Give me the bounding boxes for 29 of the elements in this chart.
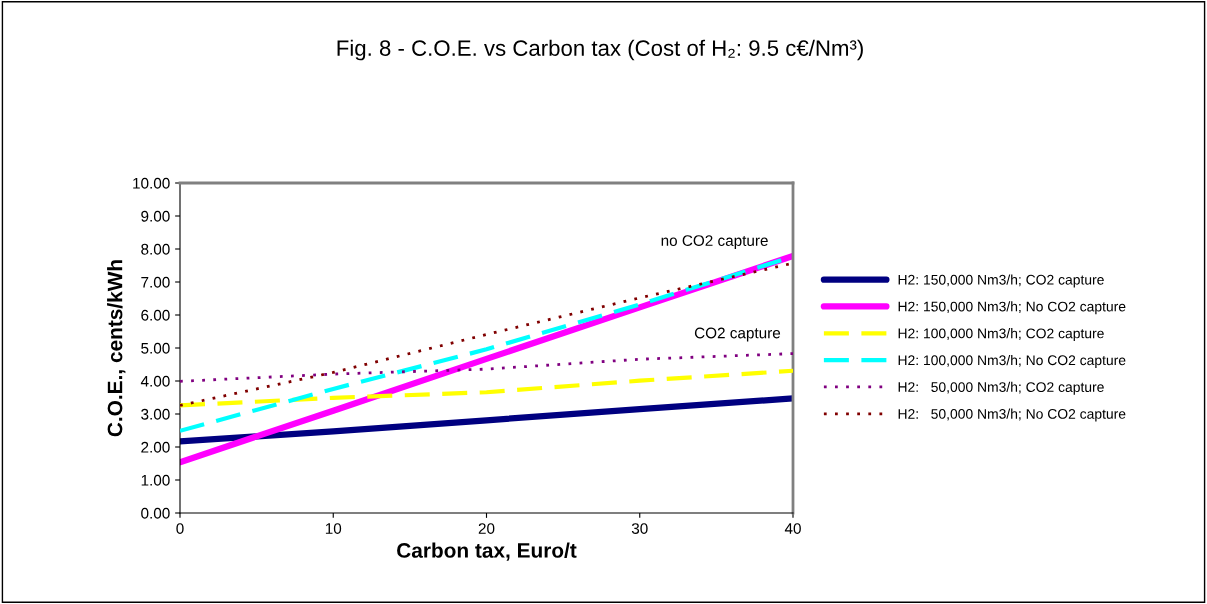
x-tick-label: 0: [176, 523, 184, 534]
x-tick-label: 10: [325, 523, 342, 534]
y-tick-label: 7.00: [141, 276, 170, 288]
y-tick-label: 1.00: [141, 474, 170, 486]
chart-title: Fig. 8 - C.O.E. vs Carbon tax (Cost of H₂: 9.5 c€/Nm³): [337, 39, 863, 61]
y-tick-label: 5.00: [141, 342, 170, 354]
x-tick-label: 30: [631, 523, 648, 534]
legend-label: H2: 50,000 Nm3/h; CO2 capture: [898, 381, 1104, 395]
y-axis-title: C.O.E., cents/kWh: [107, 260, 126, 437]
line-series: [180, 352, 793, 383]
legend-label: H2: 150,000 Nm3/h; No CO2 capture: [898, 301, 1126, 315]
y-tick-label: 4.00: [140, 375, 170, 387]
y-tick-label: 9.00: [141, 210, 170, 222]
x-tick-label: 20: [478, 523, 495, 534]
legend-label: H2: 100,000 Nm3/h; CO2 capture: [898, 328, 1104, 342]
x-tick-label: 40: [784, 523, 801, 534]
y-tick-label: 10.00: [133, 177, 170, 189]
annotation: no CO2 capture: [661, 235, 768, 249]
legend-label: H2: 100,000 Nm3/h; No CO2 capture: [898, 354, 1126, 368]
legend-label: H2: 150,000 Nm3/h; CO2 capture: [898, 274, 1104, 288]
y-tick-label: 0.00: [141, 507, 170, 519]
y-tick-label: 3.00: [141, 408, 170, 420]
y-tick-label: 2.00: [141, 441, 170, 453]
annotation: CO2 capture: [694, 327, 781, 342]
y-tick-label: 6.00: [141, 309, 170, 321]
line-series: [180, 368, 793, 408]
legend-label: H2: 50,000 Nm3/h; No CO2 capture: [898, 408, 1126, 422]
y-tick-label: 8.00: [141, 243, 170, 255]
x-axis-title: Carbon tax, Euro/t: [397, 542, 577, 561]
